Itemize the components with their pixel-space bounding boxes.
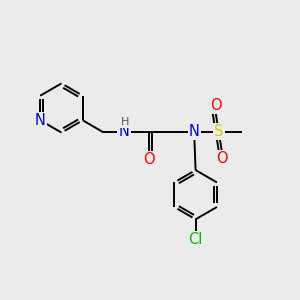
Text: S: S bbox=[214, 124, 224, 139]
Text: O: O bbox=[216, 151, 227, 166]
Text: H: H bbox=[121, 117, 129, 127]
Text: N: N bbox=[118, 124, 129, 139]
Text: O: O bbox=[143, 152, 154, 167]
Text: O: O bbox=[210, 98, 221, 112]
Text: Cl: Cl bbox=[188, 232, 203, 247]
Text: N: N bbox=[189, 124, 200, 139]
Text: N: N bbox=[35, 113, 46, 128]
